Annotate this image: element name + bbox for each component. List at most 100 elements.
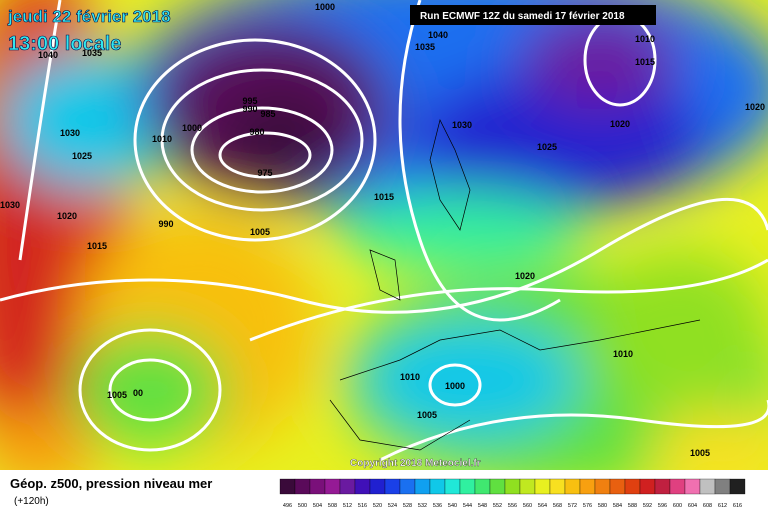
scale-swatch [579,478,596,495]
scale-swatch [699,478,716,495]
time: 13:00 locale [8,33,121,55]
scale-swatch [384,478,401,495]
scale-label: 572 [568,503,577,509]
scale-swatch [594,478,611,495]
scale-swatch [639,478,656,495]
isobar-label: 1035 [415,42,435,52]
isobar-label: 995 [242,96,257,106]
scale-label: 508 [328,503,337,509]
scale-swatch [729,478,746,495]
isobar-label: 1015 [374,192,394,202]
scale-swatch [474,478,491,495]
scale-label: 516 [358,503,367,509]
scale-label: 596 [658,503,667,509]
scale-swatch [309,478,326,495]
scale-swatch [444,478,461,495]
scale-swatch [369,478,386,495]
scale-label: 512 [343,503,352,509]
isobar-label: 1030 [452,120,472,130]
scale-label: 500 [298,503,307,509]
isobar-label: 1000 [315,2,335,12]
scale-swatch [519,478,536,495]
isobar-label: 1010 [635,34,655,44]
scale-label: 588 [628,503,637,509]
scale-swatch [504,478,521,495]
isobar-label: 985 [260,109,275,119]
scale-label: 536 [433,503,442,509]
isobar-label: 1025 [72,151,92,161]
scale-swatch [669,478,686,495]
scale-label: 604 [688,503,697,509]
scale-label: 532 [418,503,427,509]
scale-label: 608 [703,503,712,509]
legend-title: Géop. z500, pression niveau mer [10,476,212,491]
isobar-label: 1010 [613,349,633,359]
isobar-label: 990 [158,219,173,229]
scale-swatch [339,478,356,495]
scale-label: 568 [553,503,562,509]
scale-swatch [279,478,296,495]
isobar-label: 1000 [445,381,465,391]
run-label: Run ECMWF 12Z du samedi 17 février 2018 [420,11,625,22]
scale-label: 520 [373,503,382,509]
scale-label: 496 [283,503,292,509]
isobar-label: 1030 [0,200,20,210]
scale-swatch [624,478,641,495]
scale-label: 528 [403,503,412,509]
scale-swatch [684,478,701,495]
scale-label: 584 [613,503,622,509]
scale-swatch [489,478,506,495]
isobar-label: 1015 [87,241,107,251]
isobar-label: 1040 [428,30,448,40]
scale-swatch [564,478,581,495]
scale-swatch [609,478,626,495]
isobar-label: 1030 [60,128,80,138]
isobar-label: 1005 [107,390,127,400]
scale-label: 580 [598,503,607,509]
scale-label: 548 [478,503,487,509]
isobar-label: 1005 [250,227,270,237]
scale-label: 560 [523,503,532,509]
scale-label: 540 [448,503,457,509]
scale-label: 556 [508,503,517,509]
lead-time: (+120h) [14,496,49,507]
isobar-label: 975 [257,168,272,178]
isobar-label: 1020 [745,102,765,112]
isobars [0,0,768,462]
scale-swatch [429,478,446,495]
scale-swatch [414,478,431,495]
isobar-label: 00 [133,388,143,398]
scale-label: 552 [493,503,502,509]
scale-label: 592 [643,503,652,509]
copyright: Copyright 2018 Meteociel.fr [350,458,481,469]
scale-swatch [654,478,671,495]
scale-swatch [354,478,371,495]
scale-swatch [294,478,311,495]
isobar-label: 1000 [182,123,202,133]
scale-swatch [534,478,551,495]
isobar-label: 1020 [57,211,77,221]
isobar-label: 1015 [635,57,655,67]
isobar-label: 990 [242,104,257,114]
scale-label: 564 [538,503,547,509]
scale-label: 524 [388,503,397,509]
date: jeudi 22 février 2018 [7,7,171,26]
isobar-label: 1010 [152,134,172,144]
scale-label: 616 [733,503,742,509]
scale-swatch [399,478,416,495]
isobar-label: 1040 [38,50,58,60]
isobar-label: 1020 [515,271,535,281]
scale-label: 576 [583,503,592,509]
isobar-label: 1035 [82,48,102,58]
scale-swatch [549,478,566,495]
isobar-label: 1025 [537,142,557,152]
scale-label: 544 [463,503,472,509]
scale-label: 504 [313,503,322,509]
isobar-label: 1005 [417,410,437,420]
field [0,0,768,470]
isobar-label: 1005 [690,448,710,458]
scale-swatch [714,478,731,495]
coastlines [329,118,701,451]
isobar-label: 980 [249,127,264,137]
